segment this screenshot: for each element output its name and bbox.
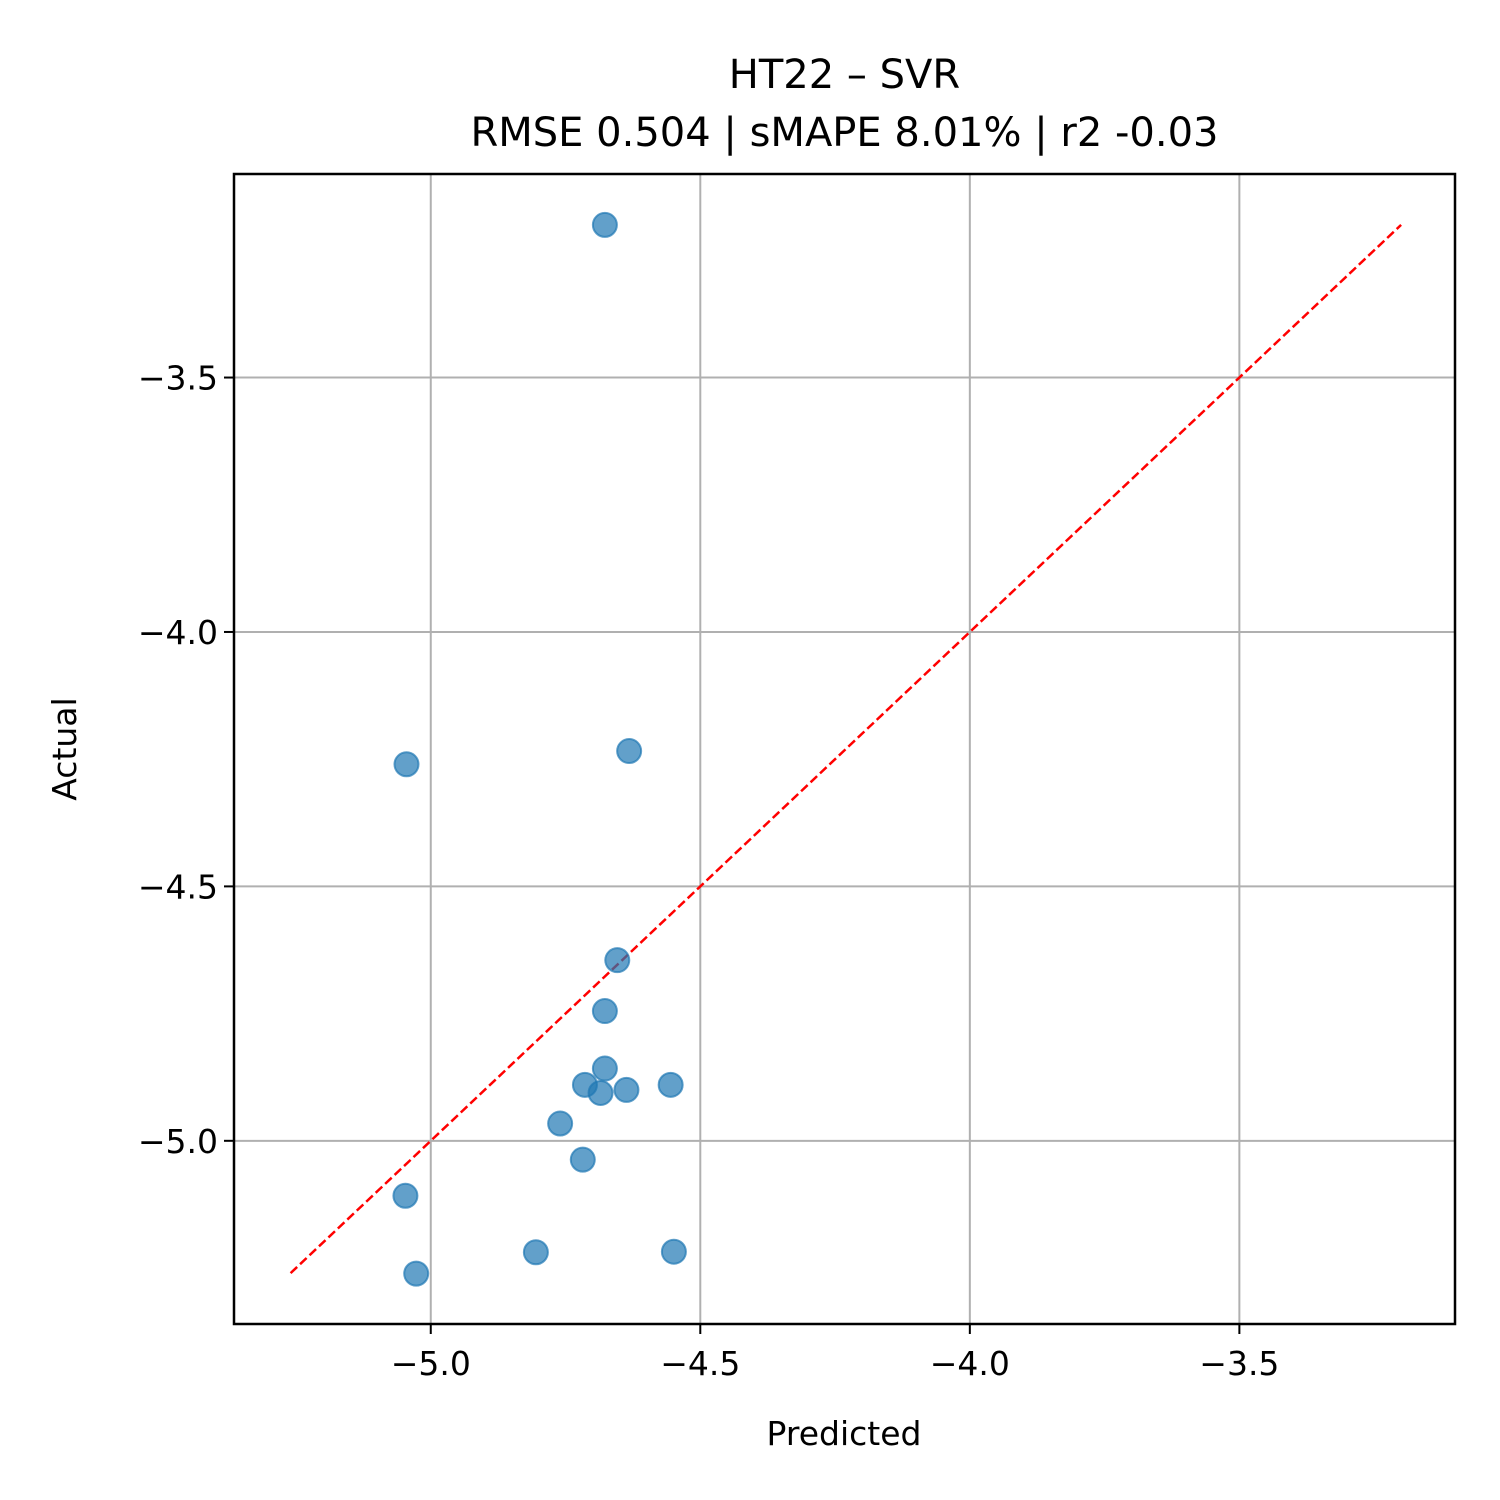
y-axis-ticks: −5.0 −4.5 −4.0 −3.5 xyxy=(138,359,234,1161)
data-point xyxy=(522,1239,549,1266)
x-tick-label: −4.0 xyxy=(930,1344,1010,1383)
chart-title: HT22 – SVR xyxy=(728,52,961,98)
data-point xyxy=(403,1260,430,1287)
x-axis-ticks: −5.0 −4.5 −4.0 −3.5 xyxy=(391,1324,1279,1383)
data-point xyxy=(393,751,420,778)
data-points xyxy=(392,211,687,1287)
y-tick-label: −4.0 xyxy=(138,613,218,652)
y-tick-label: −4.5 xyxy=(138,867,218,906)
data-point xyxy=(392,1182,419,1209)
data-point xyxy=(591,998,618,1025)
x-axis-label: Predicted xyxy=(767,1414,922,1453)
x-tick-label: −5.0 xyxy=(391,1344,471,1383)
data-point xyxy=(547,1110,574,1137)
y-tick-label: −5.0 xyxy=(138,1122,218,1161)
data-point xyxy=(604,947,631,974)
data-point xyxy=(613,1076,640,1103)
x-tick-label: −4.5 xyxy=(660,1344,740,1383)
x-tick-label: −3.5 xyxy=(1199,1344,1279,1383)
chart-subtitle-metrics: RMSE 0.504 | sMAPE 8.01% | r2 -0.03 xyxy=(470,110,1219,156)
grid-lines xyxy=(234,174,1455,1324)
data-point xyxy=(660,1238,687,1265)
data-point xyxy=(591,211,618,238)
data-point xyxy=(616,738,643,765)
y-axis-label: Actual xyxy=(45,697,84,800)
data-point xyxy=(591,1055,618,1082)
data-point xyxy=(657,1071,684,1098)
identity-reference-line xyxy=(289,223,1402,1275)
plot-frame xyxy=(232,172,1457,1326)
y-tick-label: −3.5 xyxy=(138,359,218,398)
data-point xyxy=(569,1146,596,1173)
data-point xyxy=(587,1079,614,1106)
